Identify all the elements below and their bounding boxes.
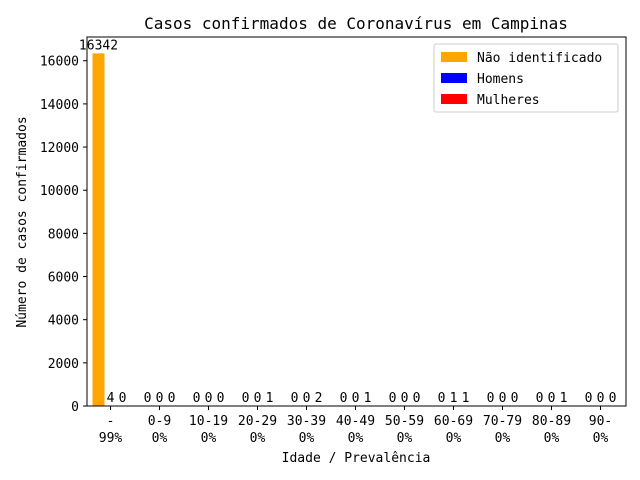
y-axis-label: Número de casos confirmados [15, 116, 30, 327]
bar-value-label: 1 [266, 391, 274, 406]
bar-value-label: 0 [291, 391, 299, 406]
bar-value-label: 0 [119, 391, 127, 406]
y-tick-label: 10000 [40, 184, 79, 199]
bar-value-label: 0 [597, 391, 605, 406]
legend-label: Não identificado [477, 51, 602, 66]
bar-value-label: 0 [217, 391, 225, 406]
bar-value-label: 0 [499, 391, 507, 406]
x-tick-label: - [107, 414, 115, 429]
bar-value-label: 0 [536, 391, 544, 406]
x-tick-label: 60-69 [434, 414, 473, 429]
legend-label: Mulheres [477, 93, 540, 108]
bar-value-label: 0 [340, 391, 348, 406]
x-tick-prevalence-label: 0% [299, 431, 315, 446]
x-tick-label: 80-89 [532, 414, 571, 429]
x-tick-label: 30-39 [287, 414, 326, 429]
bar-value-label: 16342 [79, 38, 118, 53]
bar-value-label: 0 [242, 391, 250, 406]
bar-value-label: 0 [401, 391, 409, 406]
legend: Não identificado Homens Mulheres [433, 43, 619, 113]
bar-value-label: 0 [303, 391, 311, 406]
legend-swatch [441, 52, 467, 62]
legend-label: Homens [477, 72, 524, 87]
x-axis-label: Idade / Prevalência [282, 451, 431, 466]
bar-value-label: 1 [560, 391, 568, 406]
x-tick-prevalence-label: 0% [544, 431, 560, 446]
x-tick-label: 50-59 [385, 414, 424, 429]
bar-value-label: 1 [364, 391, 372, 406]
bar-value-label: 0 [168, 391, 176, 406]
x-tick-prevalence-label: 99% [99, 431, 123, 446]
x-tick-prevalence-label: 0% [397, 431, 413, 446]
y-tick-label: 14000 [40, 98, 79, 113]
x-tick-label: 20-29 [238, 414, 277, 429]
bar-value-label: 0 [413, 391, 421, 406]
x-tick-prevalence-label: 0% [152, 431, 168, 446]
bar-value-label: 4 [107, 391, 115, 406]
x-tick-prevalence-label: 0% [348, 431, 364, 446]
x-tick-prevalence-label: 0% [446, 431, 462, 446]
bar-value-label: 0 [609, 391, 617, 406]
bar-value-label: 0 [511, 391, 519, 406]
bar-value-label: 0 [548, 391, 556, 406]
x-tick-label: 90- [589, 414, 612, 429]
y-tick-label: 16000 [40, 55, 79, 70]
y-tick-label: 2000 [48, 357, 79, 372]
chart-title: Casos confirmados de Coronavírus em Camp… [144, 14, 568, 33]
y-tick-label: 4000 [48, 314, 79, 329]
bar-value-label: 0 [585, 391, 593, 406]
bar-value-label: 1 [462, 391, 470, 406]
bar-value-label: 1 [450, 391, 458, 406]
x-tick-label: 40-49 [336, 414, 375, 429]
legend-box [433, 43, 619, 113]
y-tick-label: 12000 [40, 141, 79, 156]
x-tick-label: 0-9 [148, 414, 171, 429]
x-tick-prevalence-label: 0% [201, 431, 217, 446]
y-tick-label: 0 [71, 400, 79, 415]
x-tick-prevalence-label: 0% [495, 431, 511, 446]
bar-value-label: 0 [487, 391, 495, 406]
axes-frame [86, 36, 627, 407]
bar [92, 53, 105, 406]
legend-swatch [441, 94, 467, 104]
bar-value-label: 0 [156, 391, 164, 406]
x-tick-prevalence-label: 0% [593, 431, 609, 446]
x-tick-label: 10-19 [189, 414, 228, 429]
bar-value-label: 0 [254, 391, 262, 406]
x-tick-label: 70-79 [483, 414, 522, 429]
bar-value-label: 0 [144, 391, 152, 406]
y-tick-label: 8000 [48, 227, 79, 242]
bar-value-label: 2 [315, 391, 323, 406]
bar-value-label: 0 [389, 391, 397, 406]
bar-value-label: 0 [438, 391, 446, 406]
bar-value-label: 0 [193, 391, 201, 406]
y-tick-label: 6000 [48, 271, 79, 286]
x-tick-prevalence-label: 0% [250, 431, 266, 446]
bar-value-label: 0 [205, 391, 213, 406]
bar-value-label: 0 [352, 391, 360, 406]
legend-swatch [441, 73, 467, 83]
